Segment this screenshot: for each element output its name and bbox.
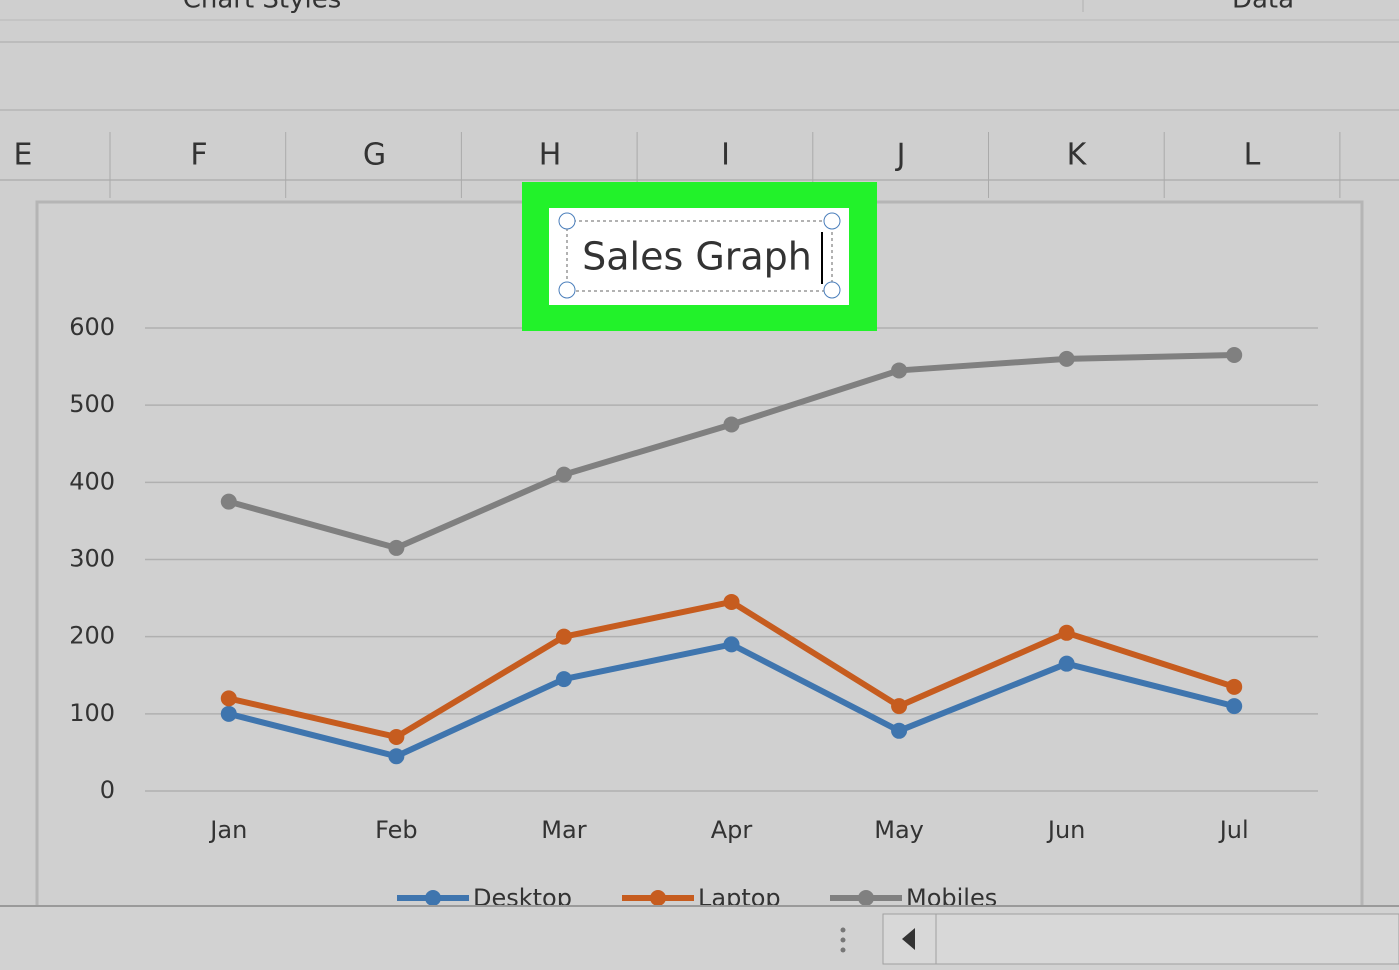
data-point [555, 671, 572, 688]
x-tick-label: Mar [541, 816, 586, 844]
y-tick-label: 600 [69, 313, 115, 341]
y-tick-label: 300 [69, 545, 115, 573]
horizontal-scrollbar[interactable] [882, 913, 1399, 965]
y-tick-label: 400 [69, 467, 115, 495]
ribbon-group-label: Chart Styles [183, 0, 342, 15]
x-tick-label: Jan [208, 816, 247, 844]
splitter[interactable] [840, 927, 846, 953]
data-point [388, 748, 405, 765]
handle[interactable] [823, 212, 841, 230]
legend-marker [650, 890, 666, 906]
data-point [1058, 350, 1075, 367]
chart-title[interactable]: Sales Graph [582, 235, 812, 279]
data-point [1226, 698, 1243, 715]
handle[interactable] [823, 281, 841, 299]
x-tick-label: May [874, 816, 924, 844]
y-tick-label: 0 [100, 776, 115, 804]
data-point [723, 593, 740, 610]
column-header: E [14, 138, 33, 173]
ribbon-group-label: Data [1232, 0, 1294, 15]
data-point [220, 493, 237, 510]
column-header: K [1067, 138, 1088, 173]
x-tick-label: Jul [1218, 816, 1249, 844]
y-tick-label: 100 [69, 699, 115, 727]
handle[interactable] [558, 281, 576, 299]
legend-marker [425, 890, 441, 906]
y-tick-label: 200 [69, 622, 115, 650]
x-tick-label: Feb [375, 816, 418, 844]
column-header: F [190, 138, 207, 173]
x-tick-label: Jun [1046, 816, 1086, 844]
data-point [723, 416, 740, 433]
data-point [1226, 678, 1243, 695]
data-point [555, 628, 572, 645]
column-header: I [721, 138, 730, 173]
data-point [723, 636, 740, 653]
column-headers: E F G H I J K L [14, 132, 1341, 198]
data-point [220, 690, 237, 707]
column-header: J [895, 138, 906, 173]
title-selection [566, 220, 833, 292]
y-tick-label: 500 [69, 390, 115, 418]
data-point [891, 362, 908, 379]
handle[interactable] [558, 212, 576, 230]
data-point [388, 728, 405, 745]
data-point [388, 539, 405, 556]
data-point [1058, 655, 1075, 672]
scroll-left-arrow[interactable] [902, 928, 915, 950]
title-box[interactable] [549, 208, 849, 305]
column-header: L [1244, 138, 1261, 173]
column-header: H [539, 138, 562, 173]
data-point [891, 722, 908, 739]
data-point [220, 705, 237, 722]
x-tick-label: Apr [711, 816, 753, 844]
data-point [1058, 624, 1075, 641]
data-point [1226, 347, 1243, 364]
data-point [891, 698, 908, 715]
legend-marker [858, 890, 874, 906]
data-point [555, 466, 572, 483]
column-header: G [363, 138, 386, 173]
